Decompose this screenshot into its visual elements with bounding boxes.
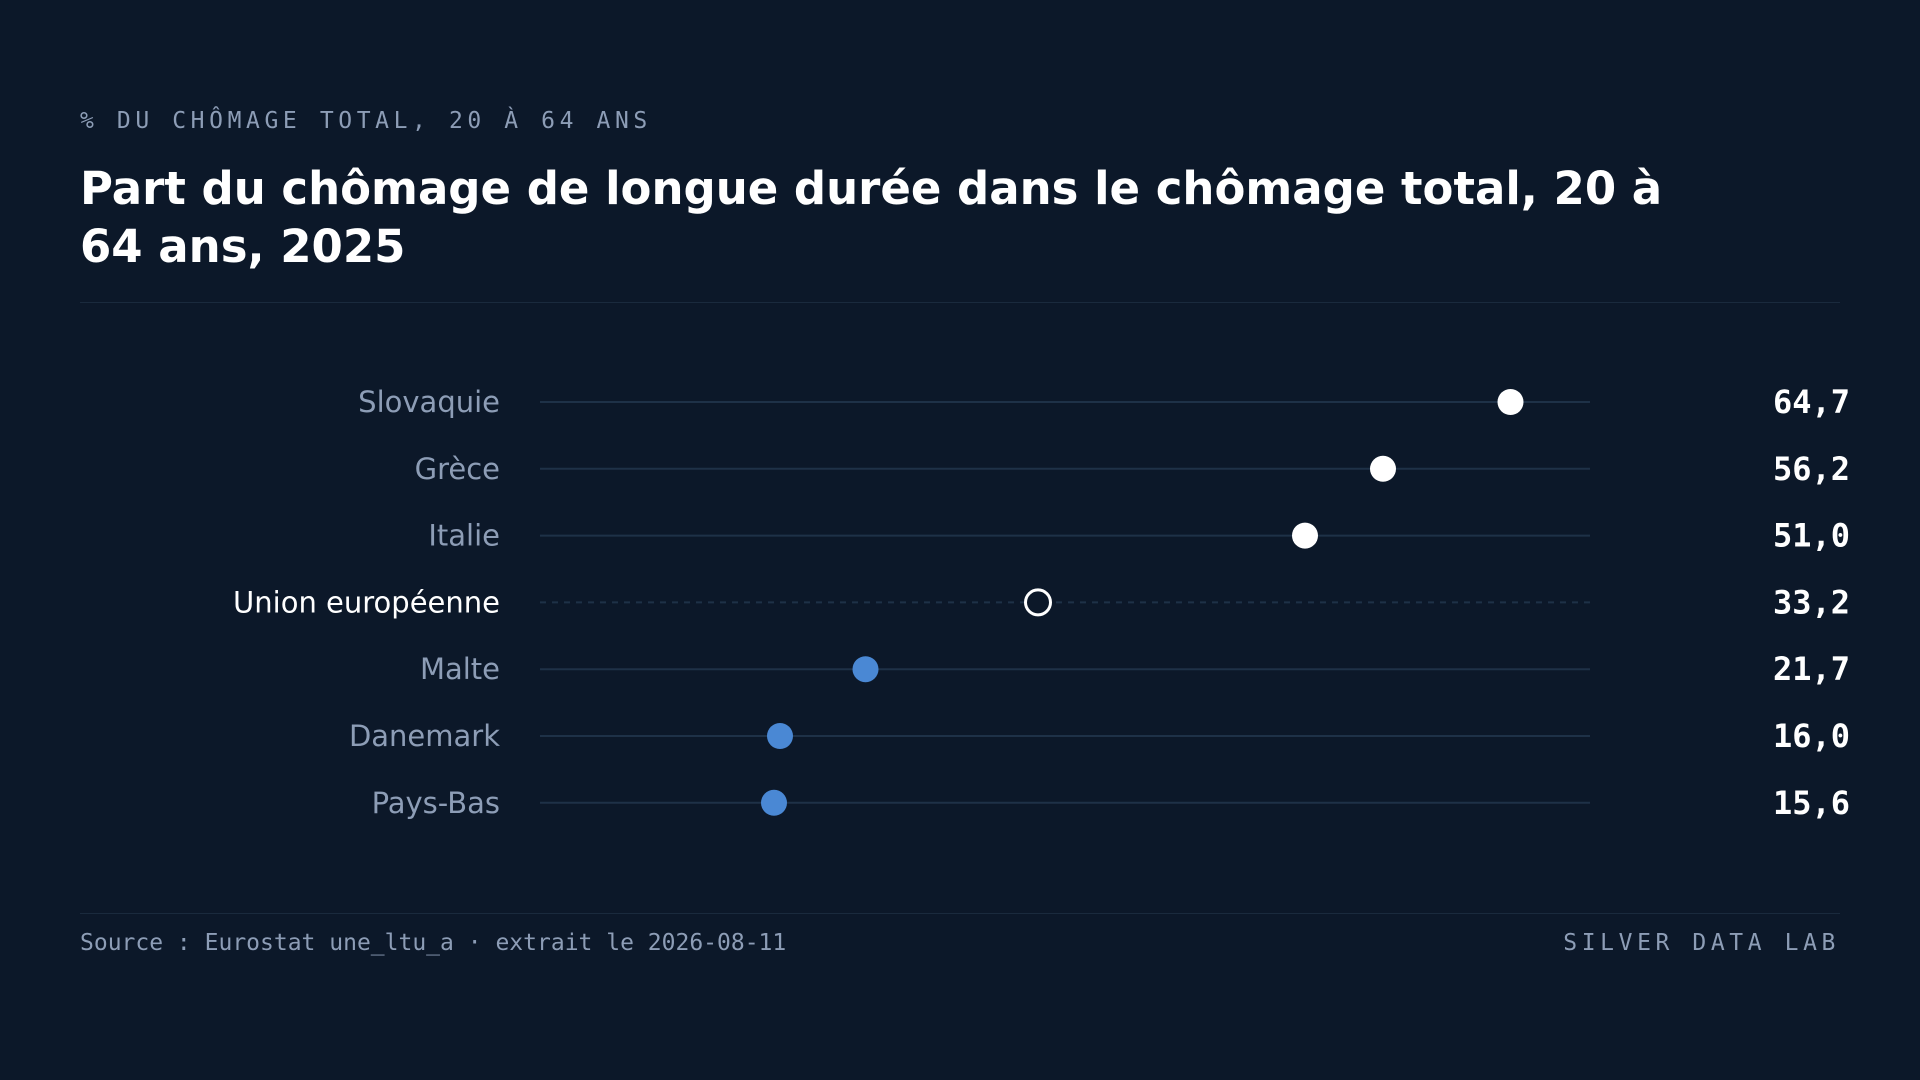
value-label-row-3: 33,2 bbox=[1773, 583, 1850, 621]
category-label-row-6: Pays-Bas bbox=[372, 786, 500, 820]
footer-brand: SILVER DATA LAB bbox=[1563, 930, 1840, 956]
category-label-row-1: Grèce bbox=[415, 452, 500, 486]
chart-eyebrow: % DU CHÔMAGE TOTAL, 20 À 64 ANS bbox=[80, 108, 652, 134]
category-label-row-5: Danemark bbox=[349, 719, 500, 753]
chart-title: Part du chômage de longue durée dans le … bbox=[80, 162, 1663, 273]
source-text: Source : Eurostat une_ltu_a bbox=[80, 930, 454, 956]
data-point-row-1 bbox=[1370, 455, 1396, 482]
value-label-row-0: 64,7 bbox=[1773, 383, 1850, 421]
data-point-row-5 bbox=[767, 723, 793, 749]
value-label-row-6: 15,6 bbox=[1773, 784, 1850, 822]
data-point-row-2 bbox=[1292, 522, 1318, 549]
footer-separator: · bbox=[467, 930, 482, 956]
footer-source: Source : Eurostat une_ltu_a · extrait le… bbox=[80, 930, 786, 956]
data-point-row-4 bbox=[852, 656, 879, 683]
value-label-row-1: 56,2 bbox=[1773, 450, 1850, 488]
value-label-row-4: 21,7 bbox=[1773, 650, 1850, 688]
data-point-row-0 bbox=[1497, 389, 1524, 415]
value-label-row-2: 51,0 bbox=[1773, 517, 1850, 555]
footer-divider bbox=[80, 913, 1840, 914]
category-label-row-2: Italie bbox=[428, 519, 500, 553]
data-point-row-6 bbox=[761, 789, 787, 816]
extraction-date: extrait le 2026-08-11 bbox=[495, 930, 787, 956]
value-label-row-5: 16,0 bbox=[1773, 717, 1850, 755]
header-divider bbox=[80, 302, 1840, 303]
category-label-row-0: Slovaquie bbox=[358, 385, 500, 419]
category-label-row-4: Malte bbox=[420, 652, 500, 686]
category-label-row-3: Union européenne bbox=[233, 585, 500, 619]
data-point-row-3 bbox=[1024, 588, 1052, 617]
